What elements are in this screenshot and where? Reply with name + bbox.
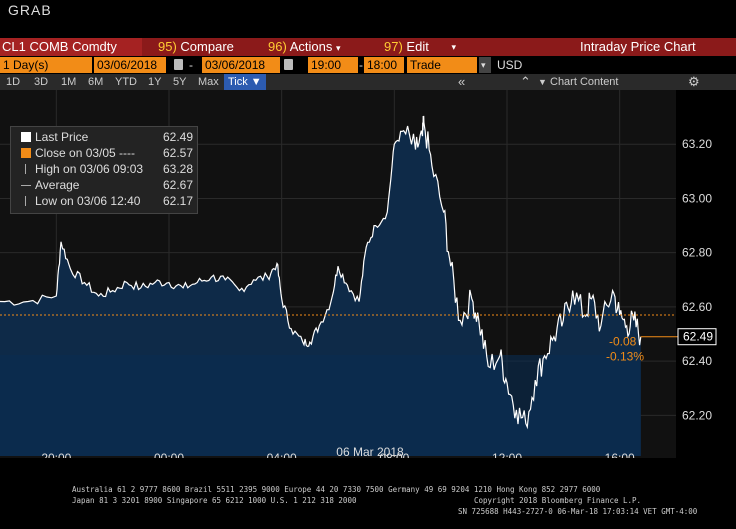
footer-contacts-2: Japan 81 3 3201 8900 Singapore 65 6212 1…	[72, 496, 357, 505]
legend-label: High on 03/06 09:03	[35, 162, 144, 176]
chevron-down-icon[interactable]: ▾	[479, 57, 491, 73]
tab-1y[interactable]: 1Y	[148, 76, 162, 88]
footer-copyright: Copyright 2018 Bloomberg Finance L.P.	[474, 496, 642, 505]
actions-label: Actions	[289, 39, 333, 54]
range-tab-bar: 1D 3D 1M 6M YTD 1Y 5Y Max Tick ▼ « ⌃ ▼ C…	[0, 74, 736, 90]
start-time-field[interactable]: 19:00	[308, 57, 358, 73]
average-marker-icon	[21, 185, 31, 186]
collapse-up-icon[interactable]: ⌃	[520, 74, 531, 89]
edit-menu[interactable]: 97) Edit ▾	[384, 38, 458, 56]
legend-value: 62.67	[162, 178, 193, 192]
x-tick-label: 20:00	[41, 451, 71, 458]
legend-value: 62.17	[162, 194, 193, 208]
gear-icon[interactable]: ⚙	[688, 74, 700, 89]
date-label: 06 Mar 2018	[336, 445, 404, 458]
legend-value: 62.57	[162, 146, 193, 160]
close-swatch	[21, 148, 31, 158]
y-axis-labels: 63.20 63.00 62.80 62.60 62.40 62.20	[682, 137, 712, 422]
x-tick-label: 04:00	[267, 451, 297, 458]
calendar-icon[interactable]	[284, 59, 293, 70]
legend-row-high[interactable]: High on 03/06 09:03 63.28	[11, 161, 197, 177]
legend-label: Average	[35, 178, 80, 192]
chart-content-arrow-icon: ▼	[538, 77, 547, 87]
edit-number: 97)	[384, 39, 403, 54]
footer: Australia 61 2 9777 8600 Brazil 5511 239…	[0, 470, 736, 529]
start-date-field[interactable]: 03/06/2018	[94, 57, 166, 73]
chevron-down-icon: ▾	[335, 43, 341, 53]
legend-row-last-price[interactable]: Last Price 62.49	[11, 129, 197, 145]
date-separator: -	[189, 58, 193, 72]
y-tick-label: 62.80	[682, 246, 712, 260]
y-tick-label: 63.20	[682, 137, 712, 151]
legend-row-low[interactable]: Low on 03/06 12:40 62.17	[11, 193, 197, 209]
compare-label: Compare	[180, 39, 234, 54]
tab-3d[interactable]: 3D	[34, 76, 49, 88]
period-field[interactable]: 1 Day(s)	[0, 57, 92, 73]
legend-label: Last Price	[35, 130, 89, 144]
field-select[interactable]: Trade	[407, 57, 477, 73]
footer-session: SN 725688 H443-2727-0 06-Mar-18 17:03:14…	[458, 507, 698, 516]
x-tick-label: 16:00	[605, 451, 635, 458]
legend-row-average[interactable]: Average 62.67	[11, 177, 197, 193]
tab-6m[interactable]: 6M	[88, 76, 104, 88]
actions-number: 96)	[268, 39, 287, 54]
high-marker-icon	[25, 164, 27, 174]
y-tick-label: 62.40	[682, 354, 712, 368]
tab-1m[interactable]: 1M	[61, 76, 77, 88]
x-tick-label: 00:00	[154, 451, 184, 458]
tab-ytd[interactable]: YTD	[115, 76, 137, 88]
y-tick-label: 62.20	[682, 408, 712, 422]
panel-title: Intraday Price Chart	[580, 39, 696, 54]
ticker-field[interactable]: CL1 COMB Comdty	[0, 38, 142, 56]
options-bar: 1 Day(s) 03/06/2018 - 03/06/2018 19:00 -…	[0, 56, 736, 74]
tab-5y[interactable]: 5Y	[173, 76, 187, 88]
footer-contacts: Australia 61 2 9777 8600 Brazil 5511 239…	[72, 485, 601, 494]
x-tick-label: 08:00	[379, 451, 409, 458]
legend-label: Close on 03/05 ----	[35, 146, 136, 160]
menu-bar: CL1 COMB Comdty 95) Compare 96) Actions …	[0, 38, 736, 56]
last-price-swatch	[21, 132, 31, 142]
low-marker-icon	[25, 196, 27, 206]
end-time-field[interactable]: 18:00	[364, 57, 404, 73]
chevron-down-icon: ▾	[451, 42, 456, 52]
compare-menu[interactable]: 95) Compare	[158, 38, 234, 56]
legend: Last Price 62.49 Close on 03/05 ---- 62.…	[10, 126, 198, 214]
legend-value: 63.28	[162, 162, 193, 176]
x-axis-labels: 20:00 00:00 04:00 08:00 12:00 16:00	[41, 451, 635, 458]
compare-number: 95)	[158, 39, 177, 54]
legend-value: 62.49	[162, 130, 193, 144]
legend-label: Low on 03/06 12:40	[35, 194, 141, 208]
collapse-left-icon[interactable]: «	[458, 74, 466, 89]
y-tick-label: 63.00	[682, 191, 712, 205]
y-tick-label: 62.60	[682, 300, 712, 314]
last-price-tag-box	[677, 328, 717, 346]
change-percent: -0.13%	[606, 350, 644, 364]
edit-label: Edit	[406, 39, 429, 54]
calendar-icon[interactable]	[174, 59, 183, 70]
currency-label: USD	[497, 58, 523, 72]
legend-row-close[interactable]: Close on 03/05 ---- 62.57	[11, 145, 197, 161]
x-tick-label: 12:00	[492, 451, 522, 458]
tab-max[interactable]: Max	[198, 76, 219, 88]
tab-tick[interactable]: Tick ▼	[224, 74, 266, 90]
window-title: GRAB	[8, 2, 52, 18]
price-area-lower	[0, 355, 641, 456]
time-separator: -	[359, 58, 363, 72]
change-value: -0.08	[609, 335, 637, 349]
last-price-tag: 62.49	[683, 330, 713, 344]
chart-content-button[interactable]: Chart Content	[550, 76, 619, 88]
end-date-field[interactable]: 03/06/2018	[202, 57, 280, 73]
actions-menu[interactable]: 96) Actions ▾	[268, 38, 341, 56]
window-titlebar: GRAB	[0, 0, 736, 38]
tab-1d[interactable]: 1D	[6, 76, 21, 88]
price-line	[0, 115, 642, 430]
